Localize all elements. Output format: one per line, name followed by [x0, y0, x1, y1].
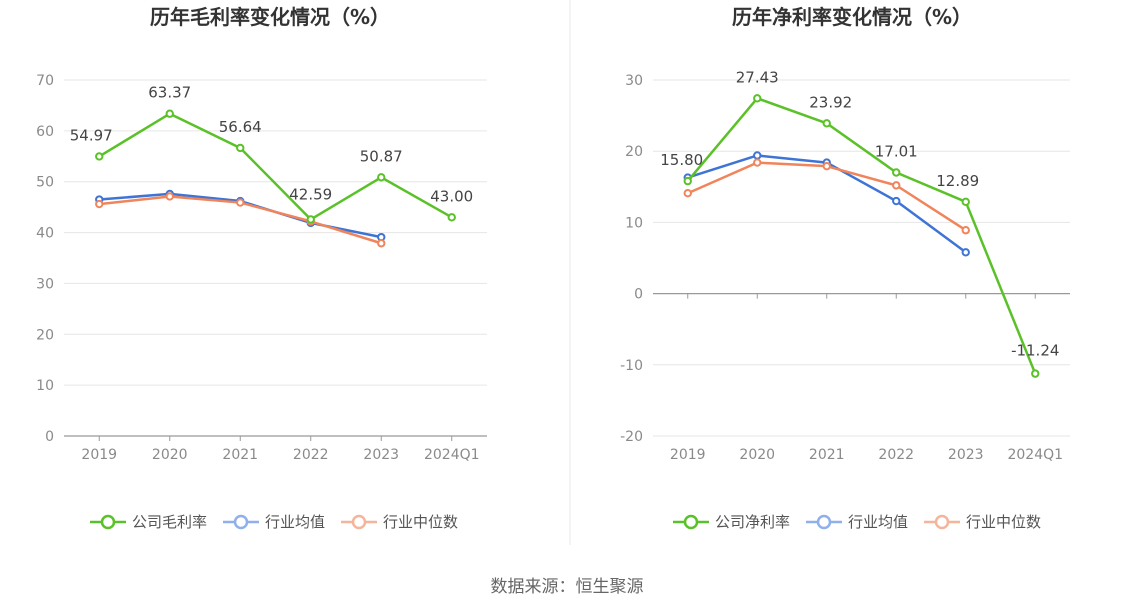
data-label: 42.59 [289, 185, 332, 203]
data-label: 50.87 [360, 147, 403, 165]
data-point [892, 181, 901, 190]
y-tick-label: 10 [625, 215, 643, 231]
x-tick-label: 2023 [363, 447, 399, 463]
y-tick-label: 0 [45, 429, 54, 445]
data-label: 27.43 [736, 68, 779, 86]
data-label: 63.37 [148, 84, 191, 102]
x-tick-label: 2024Q1 [424, 447, 480, 463]
data-point [1031, 369, 1040, 378]
data-point [822, 161, 831, 171]
x-tick-label: 2020 [739, 447, 775, 463]
data-label: 54.97 [70, 126, 113, 144]
y-tick-label: 50 [36, 175, 54, 191]
data-point [822, 119, 831, 128]
data-point [683, 189, 692, 198]
data-point [95, 152, 104, 161]
data-point [892, 168, 901, 177]
x-tick-label: 2023 [948, 447, 984, 463]
data-point [236, 143, 245, 153]
data-point [377, 239, 386, 248]
data-label: 17.01 [875, 142, 918, 160]
x-tick-label: 2022 [293, 447, 329, 463]
series-line-company [686, 97, 1037, 375]
x-tick-label: 2024Q1 [1007, 447, 1063, 463]
data-point [961, 226, 970, 235]
y-tick-label: 40 [36, 226, 54, 242]
data-label: 43.00 [430, 187, 473, 205]
legend-label-industry-median[interactable]: 行业中位数 [383, 513, 458, 531]
data-point [753, 151, 762, 160]
x-tick-label: 2019 [670, 447, 706, 463]
data-label: -11.24 [1011, 342, 1059, 360]
data-point [165, 109, 174, 118]
data-point [683, 176, 692, 186]
legend-label-company[interactable]: 公司毛利率 [132, 513, 207, 531]
data-point [165, 192, 174, 201]
net-margin-legend: 公司净利率 行业均值 行业中位数 [673, 513, 1041, 531]
legend-marker[interactable] [683, 514, 699, 530]
legend-marker[interactable] [233, 514, 249, 530]
x-tick-label: 2022 [878, 447, 914, 463]
x-tick-label: 2020 [152, 447, 188, 463]
data-label: 23.92 [809, 93, 852, 111]
data-source-note: 数据来源：恒生聚源 [491, 577, 644, 597]
data-point [95, 199, 104, 209]
legend-label-industry-median[interactable]: 行业中位数 [966, 513, 1041, 531]
x-tick-label: 2021 [222, 447, 258, 463]
data-label: 15.80 [660, 151, 703, 169]
y-tick-label: 20 [36, 327, 54, 343]
data-label: 12.89 [936, 172, 979, 190]
y-tick-label: 10 [36, 378, 54, 394]
y-tick-label: 20 [625, 144, 643, 160]
y-tick-label: 30 [625, 73, 643, 89]
y-tick-label: -10 [620, 358, 643, 374]
series-line-company [98, 112, 453, 221]
chart-title-net-margin: 历年净利率变化情况（%） [732, 5, 972, 29]
gross-margin-chart: 0 10 20 30 40 50 60 70 2019 2020 2021 2022 2023 2024Q… [36, 73, 487, 463]
y-tick-label: 30 [36, 276, 54, 292]
y-tick-label: -20 [620, 429, 643, 445]
legend-marker[interactable] [100, 514, 116, 530]
net-margin-chart: -20 -10 0 10 20 30 2019 2020 2021 2022 2023 2024Q1 1… [620, 68, 1070, 463]
x-tick-label: 2021 [809, 447, 845, 463]
data-point [961, 197, 970, 207]
data-point [753, 94, 762, 103]
legend-label-industry-mean[interactable]: 行业均值 [848, 513, 908, 531]
data-point [377, 173, 386, 182]
gross-margin-legend: 公司毛利率 行业均值 行业中位数 [90, 513, 458, 531]
chart-title-gross-margin: 历年毛利率变化情况（%） [150, 5, 390, 29]
data-point [961, 248, 970, 257]
legend-marker[interactable] [816, 514, 832, 530]
data-point [447, 213, 456, 222]
y-tick-label: 0 [634, 287, 643, 303]
data-label: 56.64 [219, 118, 262, 136]
x-tick-label: 2019 [81, 447, 117, 463]
legend-marker[interactable] [351, 514, 367, 530]
legend-marker[interactable] [934, 514, 950, 530]
legend-label-industry-mean[interactable]: 行业均值 [265, 513, 325, 531]
data-point [306, 215, 315, 224]
data-point [892, 196, 901, 206]
y-tick-label: 70 [36, 73, 54, 89]
y-tick-label: 60 [36, 124, 54, 140]
data-point [753, 158, 762, 167]
legend-label-company[interactable]: 公司净利率 [715, 513, 790, 531]
data-point [236, 198, 245, 207]
